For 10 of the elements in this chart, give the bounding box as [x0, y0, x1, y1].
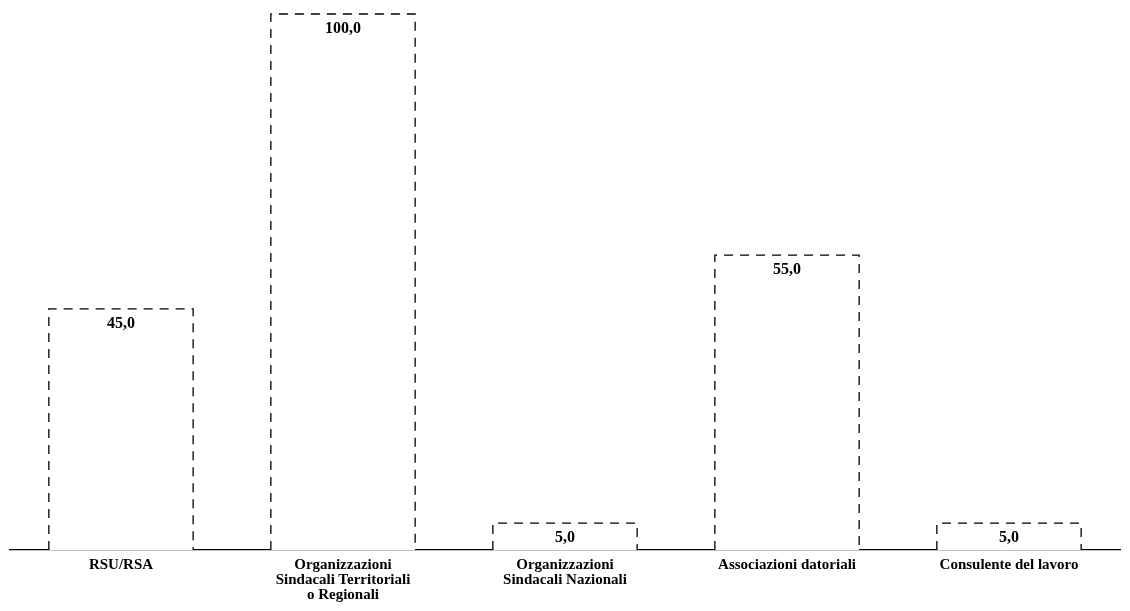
- data-label: 5,0: [555, 528, 575, 546]
- data-label: 45,0: [107, 313, 135, 331]
- data-label: 100,0: [325, 19, 361, 37]
- x-tick-label: RSU/RSA: [88, 556, 154, 573]
- x-tick-label: Consulente del lavoro: [939, 556, 1079, 573]
- x-tick-label: Organizzazioni Sindacali Nazionali: [503, 556, 627, 588]
- x-tick-label: Organizzazioni Sindacali Territoriali o Regionali: [275, 556, 411, 603]
- data-label: 55,0: [773, 260, 801, 278]
- x-tick-label: Associazioni datoriali: [718, 556, 856, 573]
- data-label: 5,0: [999, 528, 1019, 546]
